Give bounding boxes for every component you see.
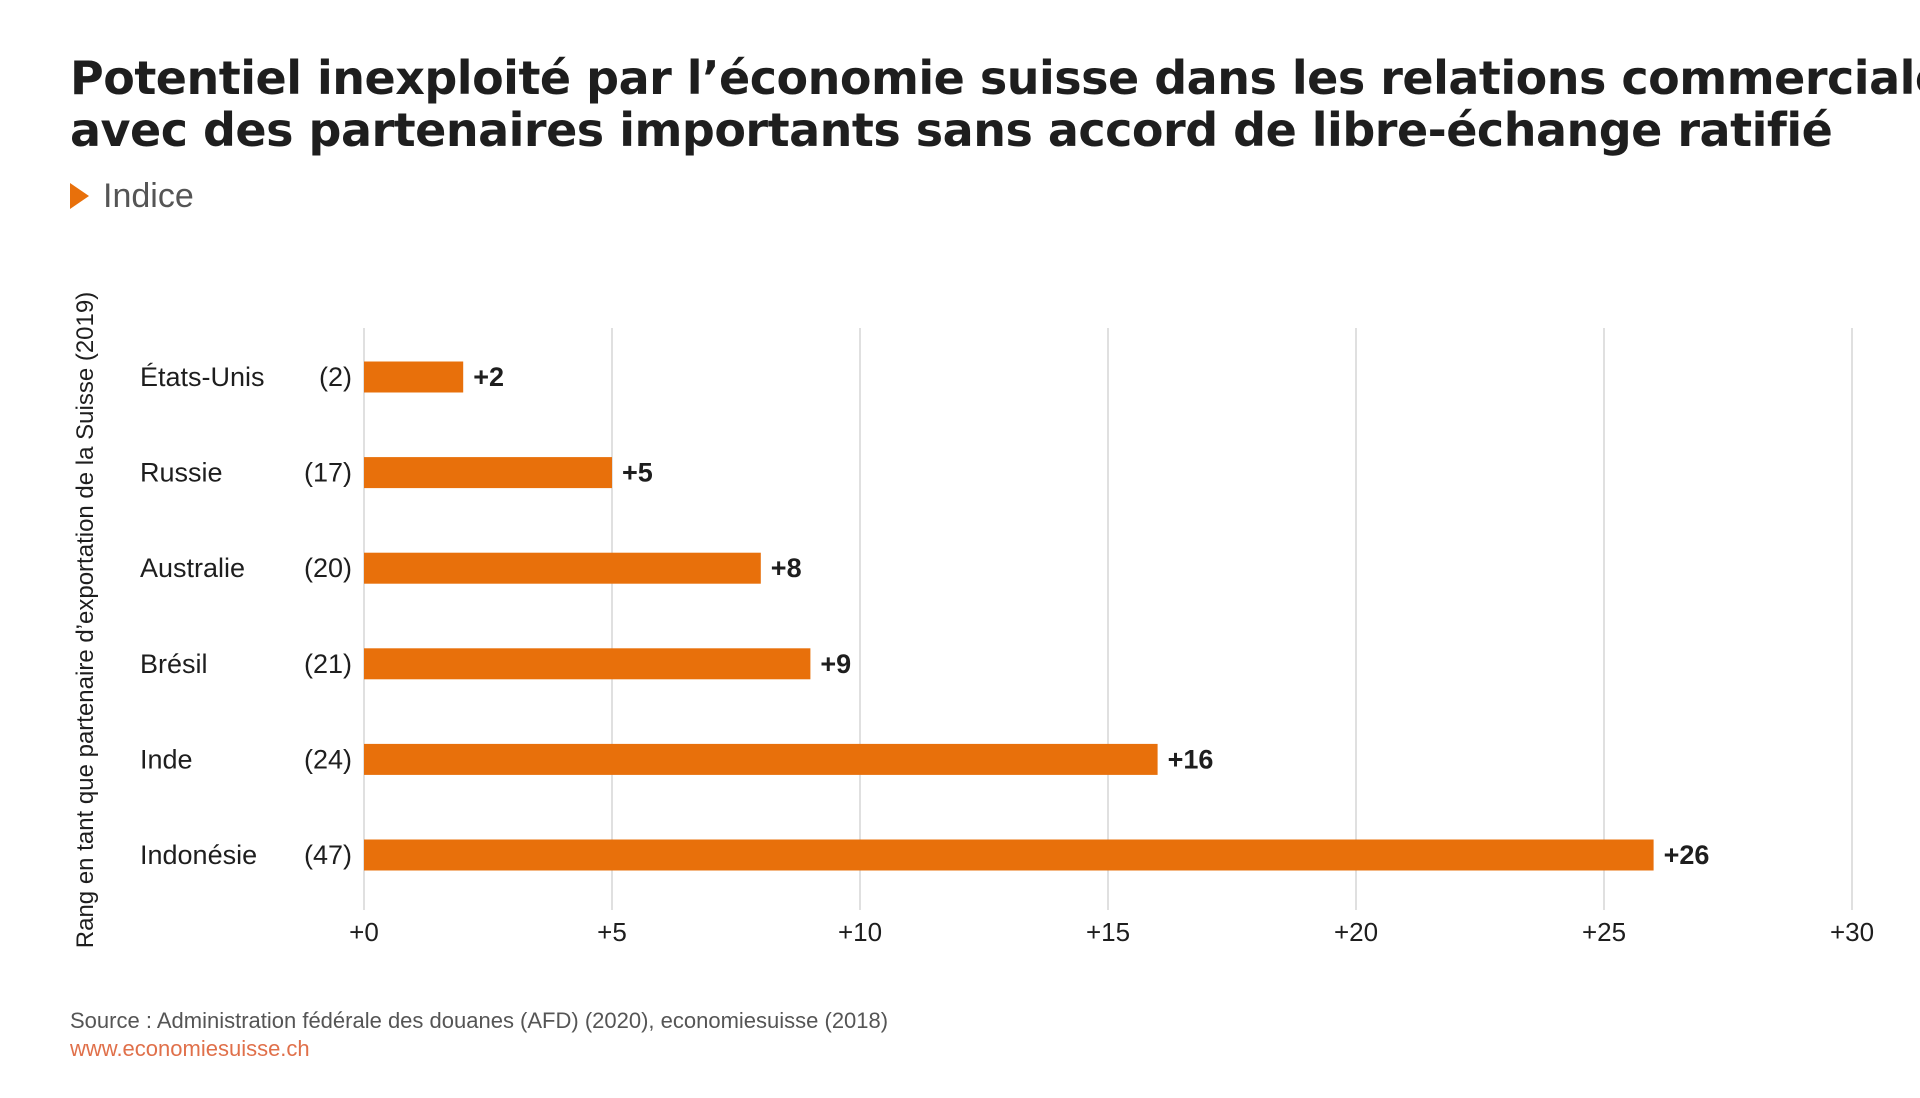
data-label: +16: [1168, 744, 1214, 774]
bar-1: [364, 457, 612, 489]
x-tick-label: +10: [838, 917, 882, 947]
chart-title: Potentiel inexploité par l’économie suis…: [70, 51, 1920, 157]
data-label: +9: [820, 649, 851, 679]
data-label: +26: [1664, 840, 1710, 870]
chart-subtitle: Indice: [70, 176, 194, 216]
bar-4: [364, 743, 1158, 775]
rank-label: (21): [304, 649, 352, 679]
bar-5: [364, 839, 1654, 871]
category-label: Brésil: [140, 649, 208, 679]
category-label: Inde: [140, 744, 193, 774]
x-tick-label: +0: [349, 917, 379, 947]
x-tick-label: +5: [597, 917, 627, 947]
category-label: Indonésie: [140, 840, 257, 870]
bar-0: [364, 361, 464, 393]
x-tick-label: +25: [1582, 917, 1626, 947]
category-label: États-Unis: [140, 362, 265, 392]
source-note: Source : Administration fédérale des dou…: [70, 1008, 889, 1033]
data-label: +2: [473, 362, 504, 392]
rank-label: (20): [304, 553, 352, 583]
data-label: +8: [771, 553, 802, 583]
chart-title-line-1: Potentiel inexploité par l’économie suis…: [70, 51, 1920, 105]
data-label: +5: [622, 458, 653, 488]
rank-label: (17): [304, 458, 352, 488]
subtitle-text: Indice: [103, 176, 194, 215]
x-tick-label: +30: [1830, 917, 1874, 947]
bar-2: [364, 552, 761, 584]
chart-title-line-2: avec des partenaires importants sans acc…: [70, 103, 1833, 157]
triangle-marker-icon: [70, 183, 89, 209]
rank-label: (2): [319, 362, 352, 392]
x-tick-label: +20: [1334, 917, 1378, 947]
category-label: Australie: [140, 553, 245, 583]
category-label: Russie: [140, 458, 223, 488]
website-link[interactable]: www.economiesuisse.ch: [70, 1036, 310, 1061]
rank-label: (47): [304, 840, 352, 870]
x-tick-label: +15: [1086, 917, 1130, 947]
y-axis-label: Rang en tant que partenaire d’exportatio…: [72, 292, 99, 948]
bar-3: [364, 648, 811, 680]
rank-label: (24): [304, 744, 352, 774]
